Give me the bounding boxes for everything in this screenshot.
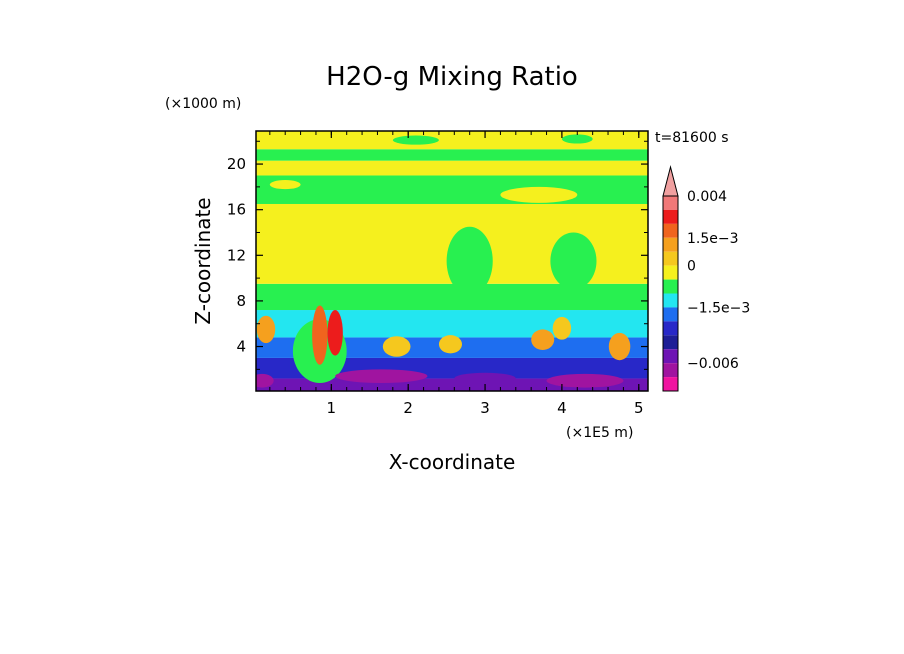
colorbar-level <box>663 251 678 266</box>
colorbar-label: 0 <box>687 259 696 275</box>
colorbar: 0.004 1.5e−3 0 −1.5e−3 −0.006 <box>662 165 750 392</box>
field-feature <box>546 373 624 388</box>
colorbar-level <box>663 279 678 294</box>
x-axis: 1 2 3 4 5 <box>269 131 644 417</box>
y-tick-label: 20 <box>227 155 246 173</box>
field-feature <box>454 372 516 385</box>
x-tick-label: 1 <box>327 399 337 417</box>
y-axis: 4 8 12 16 20 <box>227 140 648 370</box>
colorbar-frame <box>662 195 679 392</box>
colorbar-level <box>663 237 678 252</box>
field-feature <box>335 369 428 384</box>
field-band <box>256 283 648 311</box>
x-tick-label: 2 <box>403 399 413 417</box>
colorbar-level <box>663 209 678 224</box>
field-feature <box>392 135 439 145</box>
field-band <box>256 149 648 161</box>
colorbar-level <box>663 307 678 322</box>
y-tick-label: 16 <box>227 201 246 219</box>
field-feature <box>312 305 328 365</box>
colorbar-label: −1.5e−3 <box>687 300 750 316</box>
field-band <box>256 131 648 150</box>
y-tick-label: 4 <box>236 338 246 356</box>
field-feature <box>446 226 493 296</box>
time-label: t=81600 s <box>655 130 729 146</box>
field-feature <box>561 134 593 144</box>
y-tick-label: 12 <box>227 246 246 264</box>
colorbar-label: 0.004 <box>687 189 727 205</box>
colorbar-level <box>663 377 678 391</box>
field-feature <box>327 310 343 356</box>
colorbar-level <box>663 293 678 308</box>
plot-frame <box>255 130 649 392</box>
contour-field <box>256 131 648 391</box>
colorbar-level <box>663 223 678 238</box>
y-tick-label: 8 <box>236 292 246 310</box>
field-feature <box>552 316 572 340</box>
field-feature <box>382 336 411 357</box>
colorbar-level <box>663 363 678 378</box>
x-tick-label: 5 <box>634 399 644 417</box>
field-feature <box>256 373 274 388</box>
field-feature <box>256 315 276 344</box>
colorbar-level <box>663 321 678 336</box>
field-band <box>256 160 648 176</box>
field-feature <box>608 332 631 361</box>
field-feature <box>269 180 301 190</box>
y-unit-label: (×1000 m) <box>165 96 241 112</box>
colorbar-level <box>663 265 678 280</box>
y-axis-label: Z-coordinate <box>191 197 215 324</box>
colorbar-label: 1.5e−3 <box>687 231 739 247</box>
field-feature <box>438 335 462 354</box>
colorbar-extend-arrow <box>662 165 679 197</box>
field-feature <box>500 186 578 203</box>
colorbar-level <box>663 196 678 210</box>
field-band <box>256 175 648 204</box>
x-unit-label: (×1E5 m) <box>566 425 633 441</box>
colorbar-level <box>663 335 678 350</box>
field-feature <box>550 232 597 290</box>
colorbar-label: −0.006 <box>687 356 739 372</box>
colorbar-level <box>663 349 678 364</box>
x-tick-label: 3 <box>480 399 490 417</box>
x-axis-label: X-coordinate <box>389 450 516 474</box>
x-tick-label: 4 <box>557 399 567 417</box>
chart-title: H2O-g Mixing Ratio <box>326 62 578 92</box>
field-feature <box>531 329 555 350</box>
